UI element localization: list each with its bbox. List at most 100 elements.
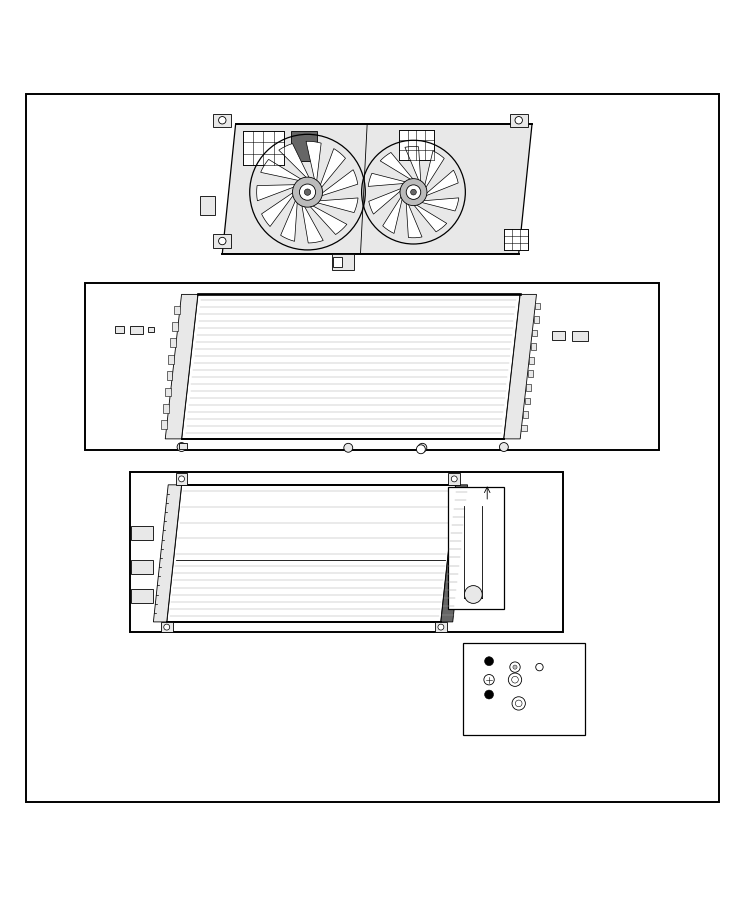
Bar	[510, 113, 528, 127]
Polygon shape	[310, 206, 347, 235]
Bar	[333, 256, 342, 267]
Circle shape	[179, 476, 185, 482]
Polygon shape	[256, 184, 295, 201]
Circle shape	[451, 476, 457, 482]
Bar	[572, 330, 588, 341]
Bar	[531, 343, 536, 350]
Bar	[448, 487, 504, 609]
Bar	[552, 331, 565, 340]
Circle shape	[499, 443, 508, 452]
Bar	[165, 388, 170, 396]
Circle shape	[406, 184, 421, 200]
Circle shape	[177, 443, 186, 452]
Bar	[200, 196, 215, 215]
Circle shape	[219, 238, 226, 245]
Bar	[131, 526, 153, 540]
Circle shape	[465, 586, 482, 603]
Circle shape	[219, 116, 226, 124]
Polygon shape	[405, 147, 421, 182]
Bar	[167, 371, 173, 380]
Polygon shape	[368, 174, 405, 186]
Bar	[435, 622, 447, 633]
Bar	[163, 404, 169, 413]
Circle shape	[515, 116, 522, 124]
Bar	[161, 622, 173, 633]
Polygon shape	[382, 196, 402, 233]
Bar	[213, 113, 231, 127]
Bar	[172, 322, 178, 331]
Polygon shape	[261, 159, 301, 181]
Polygon shape	[504, 294, 536, 439]
Circle shape	[515, 238, 522, 245]
Bar	[332, 254, 354, 270]
Bar	[291, 131, 317, 161]
Bar	[529, 357, 534, 364]
Polygon shape	[426, 170, 458, 195]
Polygon shape	[380, 152, 413, 179]
Bar	[130, 327, 143, 334]
Bar	[115, 326, 124, 333]
Polygon shape	[322, 170, 358, 196]
Polygon shape	[153, 485, 182, 622]
Circle shape	[511, 677, 519, 683]
Circle shape	[418, 444, 427, 452]
Polygon shape	[414, 205, 447, 232]
Polygon shape	[165, 294, 198, 439]
Circle shape	[512, 697, 525, 710]
Bar	[174, 305, 180, 314]
Polygon shape	[262, 193, 293, 227]
Circle shape	[299, 184, 316, 200]
Polygon shape	[302, 205, 323, 243]
Bar	[130, 472, 563, 632]
Bar	[525, 398, 530, 404]
Circle shape	[438, 624, 444, 630]
Polygon shape	[167, 485, 456, 622]
Circle shape	[484, 674, 494, 685]
Polygon shape	[279, 143, 309, 178]
Polygon shape	[425, 151, 445, 188]
Bar	[131, 561, 153, 573]
Bar	[213, 234, 231, 248]
Circle shape	[536, 663, 543, 670]
Circle shape	[293, 177, 322, 207]
Bar	[463, 643, 585, 735]
Bar	[148, 327, 154, 332]
Circle shape	[513, 665, 517, 670]
Circle shape	[344, 444, 353, 452]
Bar	[526, 384, 531, 391]
Polygon shape	[317, 198, 358, 212]
Bar	[523, 411, 528, 418]
Polygon shape	[369, 188, 401, 214]
Bar	[168, 355, 174, 364]
Bar	[535, 302, 540, 310]
Polygon shape	[406, 202, 422, 238]
Polygon shape	[182, 294, 520, 439]
Polygon shape	[320, 148, 345, 188]
Circle shape	[508, 673, 522, 687]
Polygon shape	[281, 201, 297, 241]
Bar	[85, 284, 659, 450]
Bar	[522, 425, 527, 431]
Circle shape	[411, 189, 416, 195]
Circle shape	[305, 189, 310, 195]
Bar	[528, 371, 533, 377]
Bar	[510, 234, 528, 248]
Bar	[243, 131, 284, 165]
Circle shape	[485, 657, 494, 666]
Bar	[448, 473, 460, 485]
Polygon shape	[422, 198, 459, 211]
Bar	[179, 443, 187, 448]
Polygon shape	[306, 141, 321, 181]
Polygon shape	[222, 124, 532, 254]
Circle shape	[164, 624, 170, 630]
Bar	[131, 589, 153, 603]
Circle shape	[400, 178, 427, 205]
Bar	[176, 473, 187, 485]
Bar	[532, 329, 537, 337]
Circle shape	[485, 690, 494, 699]
Circle shape	[416, 445, 425, 454]
Bar	[534, 316, 539, 323]
Polygon shape	[441, 485, 468, 622]
Bar	[161, 420, 167, 429]
Bar	[504, 230, 528, 250]
